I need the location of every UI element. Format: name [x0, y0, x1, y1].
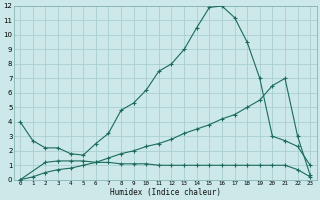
X-axis label: Humidex (Indice chaleur): Humidex (Indice chaleur)	[110, 188, 221, 197]
